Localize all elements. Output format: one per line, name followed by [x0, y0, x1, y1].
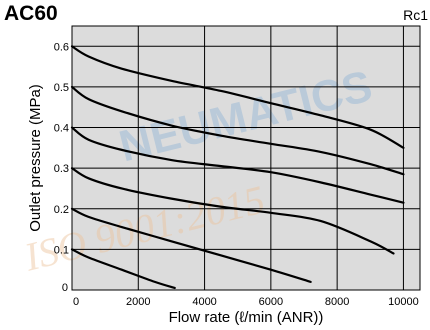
chart-title: AC60	[4, 2, 58, 25]
x-tick-label: 10000	[388, 296, 419, 308]
y-tick-labels: 0 0.1 0.2 0.3 0.4 0.5 0.6	[54, 41, 69, 294]
pressure-curve-2	[70, 207, 312, 283]
y-tick-label: 0.4	[54, 123, 69, 135]
y-tick-label: 0.5	[54, 82, 69, 94]
x-tick-label: 4000	[192, 296, 216, 308]
pressure-curve-5	[70, 85, 405, 176]
pressure-curve-1	[70, 248, 176, 290]
pressure-curve-6	[70, 45, 405, 149]
y-tick-label: 0.3	[54, 163, 69, 175]
grid-lines	[72, 26, 420, 290]
y-tick-label: 0.6	[54, 41, 69, 53]
pressure-curves	[70, 45, 405, 290]
x-tick-label: 0	[73, 296, 79, 308]
pressure-curve-4	[70, 126, 405, 204]
x-tick-label: 6000	[259, 296, 283, 308]
plot-frame	[71, 25, 421, 291]
x-tick-labels: 0 2000 4000 6000 8000 10000	[73, 296, 419, 308]
x-tick-label: 8000	[325, 296, 349, 308]
x-tick-label: 2000	[126, 296, 150, 308]
x-axis-label: Flow rate (ℓ/min (ANR))	[169, 309, 324, 326]
pressure-curve-3	[70, 167, 395, 255]
y-tick-label: 0.1	[54, 244, 69, 256]
y-tick-label: 0.2	[54, 204, 69, 216]
y-tick-label: 0	[62, 282, 68, 294]
port-size-label: Rc1	[403, 7, 428, 23]
y-axis-label: Outlet pressure (MPa)	[27, 84, 44, 232]
